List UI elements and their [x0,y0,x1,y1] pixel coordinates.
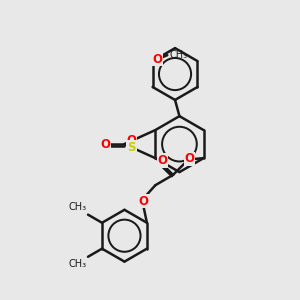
Text: O: O [100,138,110,151]
Text: O: O [158,154,168,167]
Text: O: O [152,52,162,65]
Text: CH₃: CH₃ [170,50,188,60]
Text: O: O [127,134,137,147]
Text: O: O [185,152,195,166]
Text: CH₃: CH₃ [68,259,86,269]
Text: CH₃: CH₃ [68,202,86,212]
Text: S: S [128,141,136,154]
Text: O: O [139,195,148,208]
